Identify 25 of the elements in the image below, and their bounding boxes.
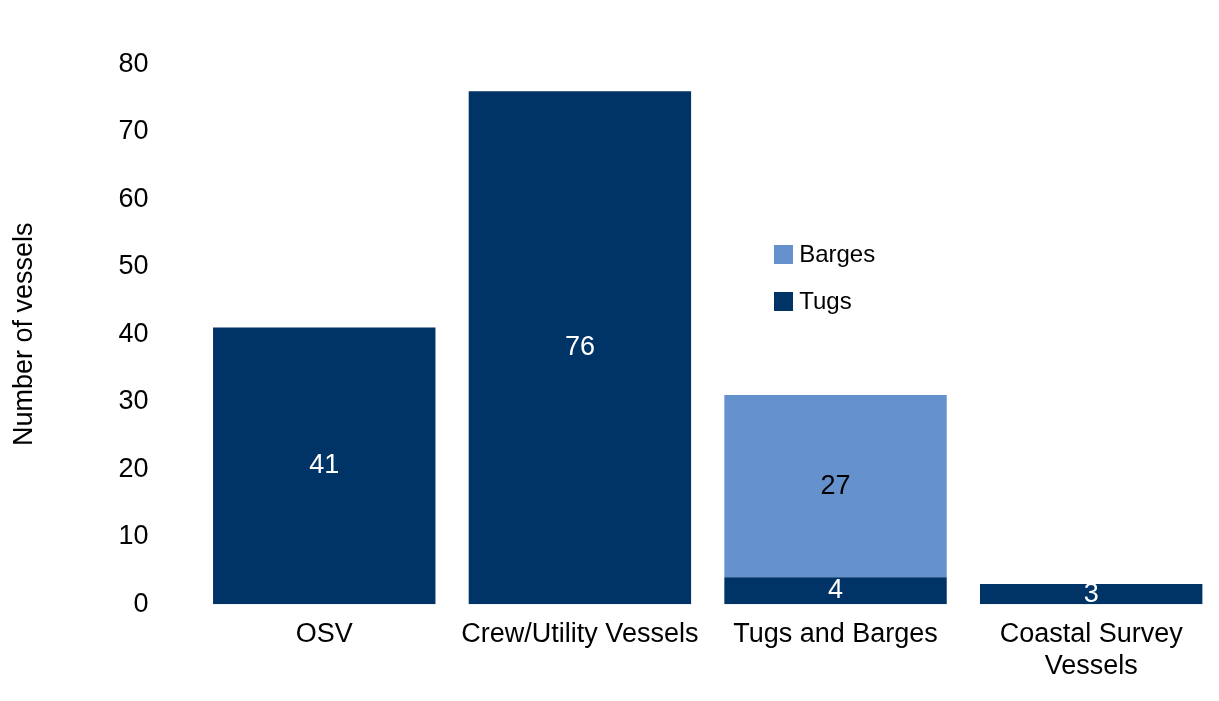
bar <box>724 394 947 578</box>
y-tick-label: 60 <box>118 182 149 213</box>
y-tick-label: 70 <box>118 115 149 146</box>
bar <box>468 91 692 605</box>
y-tick-label: 40 <box>118 317 149 348</box>
x-tick-label: OSV <box>295 617 353 648</box>
bar <box>213 327 436 605</box>
y-axis-title: Number of vessels <box>7 222 38 446</box>
y-tick-label: 0 <box>133 587 149 618</box>
data-label: 27 <box>820 469 851 500</box>
y-tick-label: 50 <box>118 250 149 281</box>
x-tick-label: Coastal Survey Vessels <box>999 617 1184 681</box>
y-tick-label: 80 <box>118 47 149 78</box>
data-label: 41 <box>309 449 340 480</box>
x-tick-label: Crew/Utility Vessels <box>461 617 699 648</box>
y-tick-label: 10 <box>118 520 149 551</box>
bar <box>724 577 947 605</box>
y-tick-label: 20 <box>118 452 149 483</box>
legend-label: Barges <box>799 240 876 269</box>
data-label: 76 <box>564 331 595 362</box>
data-label: 4 <box>828 574 844 605</box>
y-tick-label: 30 <box>118 385 149 416</box>
legend-label: Tugs <box>799 287 852 316</box>
bar <box>979 583 1203 605</box>
x-tick-label: Tugs and Barges <box>733 617 938 648</box>
